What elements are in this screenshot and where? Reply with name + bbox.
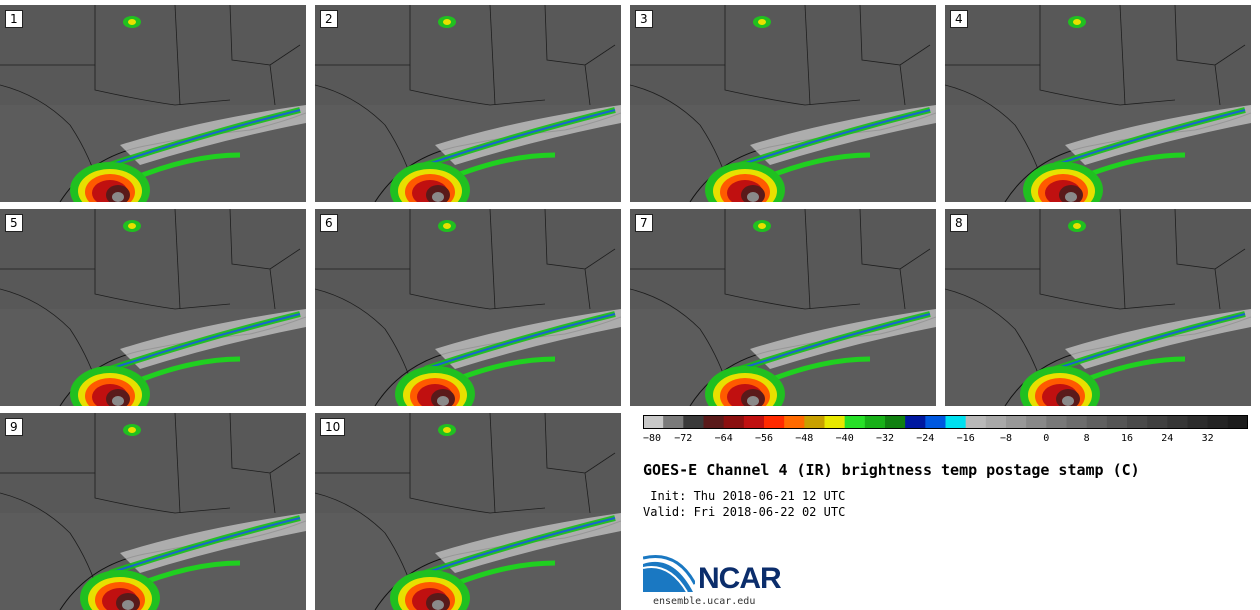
colorbar-tick-label: −56 — [754, 433, 774, 444]
ensemble-member-panel: 1 — [0, 5, 306, 202]
satellite-map — [630, 209, 936, 406]
temperature-colorbar — [643, 415, 1248, 429]
panel-number-label: 3 — [635, 10, 653, 28]
colorbar-tick-label: −40 — [835, 433, 854, 444]
colorbar-tick-label: 24 — [1161, 433, 1174, 444]
panel-number-label: 1 — [5, 10, 23, 28]
colorbar-bin — [683, 415, 704, 429]
satellite-map — [0, 413, 306, 610]
colorbar-bin — [824, 415, 846, 429]
colorbar-tick-labels: −80 −72 −64 −56 −48 −40 −32 −24 −16 −8 0 8 16 24 32 — [643, 433, 1248, 447]
panel-number-label: 6 — [320, 214, 338, 232]
colorbar-bin — [885, 415, 906, 429]
colorbar-tick-label: 32 — [1201, 433, 1214, 444]
colorbar-bin — [643, 415, 664, 429]
colorbar-tick-label: −72 — [674, 433, 693, 444]
colorbar-bin — [784, 415, 805, 429]
ensemble-member-panel: 7 — [630, 209, 936, 406]
colorbar-tick-label: −24 — [916, 433, 935, 444]
colorbar-bin — [945, 415, 967, 429]
colorbar-bin — [1127, 415, 1148, 429]
colorbar-bin — [663, 415, 684, 429]
colorbar-tick-label: −64 — [714, 433, 733, 444]
colorbar-tick-label: −8 — [999, 433, 1013, 444]
panel-number-label: 10 — [320, 418, 346, 436]
panel-number-label: 8 — [950, 214, 968, 232]
colorbar-tick-label: −32 — [875, 433, 895, 444]
panel-number-label: 7 — [635, 214, 653, 232]
ensemble-member-panel: 4 — [945, 5, 1251, 202]
colorbar-bin — [723, 415, 745, 429]
panel-number-label: 2 — [320, 10, 338, 28]
colorbar-tick-label: 8 — [1083, 433, 1090, 444]
colorbar-bin — [1147, 415, 1168, 429]
colorbar-bin — [743, 415, 765, 429]
colorbar-bin — [1086, 415, 1108, 429]
colorbar-bin — [844, 415, 866, 429]
panel-number-label: 5 — [5, 214, 23, 232]
colorbar-bin — [1167, 415, 1188, 429]
colorbar-bin — [703, 415, 725, 429]
colorbar-bin — [804, 415, 825, 429]
colorbar-bin — [1227, 415, 1248, 429]
panel-number-label: 4 — [950, 10, 968, 28]
ncar-wordmark: NCAR — [698, 562, 782, 595]
colorbar-tick-label: 16 — [1120, 433, 1134, 444]
ensemble-member-panel: 3 — [630, 5, 936, 202]
ncar-url: ensemble.ucar.edu — [653, 596, 756, 607]
ncar-logo[interactable]: NCAR ensemble.ucar.edu — [643, 552, 803, 610]
colorbar-bin — [1106, 415, 1128, 429]
colorbar-bin — [1006, 415, 1027, 429]
colorbar-tick-label: −16 — [956, 433, 975, 444]
satellite-map — [315, 209, 621, 406]
satellite-map — [945, 209, 1251, 406]
colorbar-bin — [864, 415, 886, 429]
colorbar-bin — [1066, 415, 1088, 429]
colorbar-bin — [1207, 415, 1229, 429]
colorbar-tick-label: −48 — [795, 433, 814, 444]
panel-number-label: 9 — [5, 418, 23, 436]
ensemble-member-panel: 9 — [0, 413, 306, 610]
ncar-swoosh-icon — [643, 555, 695, 593]
valid-time: Valid: Fri 2018-06-22 02 UTC — [643, 505, 846, 519]
ensemble-member-panel: 5 — [0, 209, 306, 406]
satellite-map — [315, 413, 621, 610]
colorbar-bin — [965, 415, 987, 429]
ensemble-member-panel: 6 — [315, 209, 621, 406]
colorbar-bin — [985, 415, 1007, 429]
ensemble-member-panel: 8 — [945, 209, 1251, 406]
colorbar-tick-label: 0 — [1043, 433, 1050, 444]
colorbar-bin — [764, 415, 785, 429]
colorbar-bin — [925, 415, 946, 429]
colorbar-bin — [905, 415, 926, 429]
figure-title: GOES-E Channel 4 (IR) brightness temp po… — [643, 461, 1140, 479]
satellite-map — [0, 5, 306, 202]
satellite-map — [315, 5, 621, 202]
satellite-map — [945, 5, 1251, 202]
satellite-map — [630, 5, 936, 202]
colorbar-bin — [1026, 415, 1047, 429]
ensemble-member-panel: 10 — [315, 413, 621, 610]
colorbar-bin — [1187, 415, 1209, 429]
ensemble-member-panel: 2 — [315, 5, 621, 202]
satellite-map — [0, 209, 306, 406]
colorbar-tick-label: −80 — [643, 433, 662, 444]
init-time: Init: Thu 2018-06-21 12 UTC — [643, 489, 846, 503]
colorbar-bin — [1046, 415, 1067, 429]
